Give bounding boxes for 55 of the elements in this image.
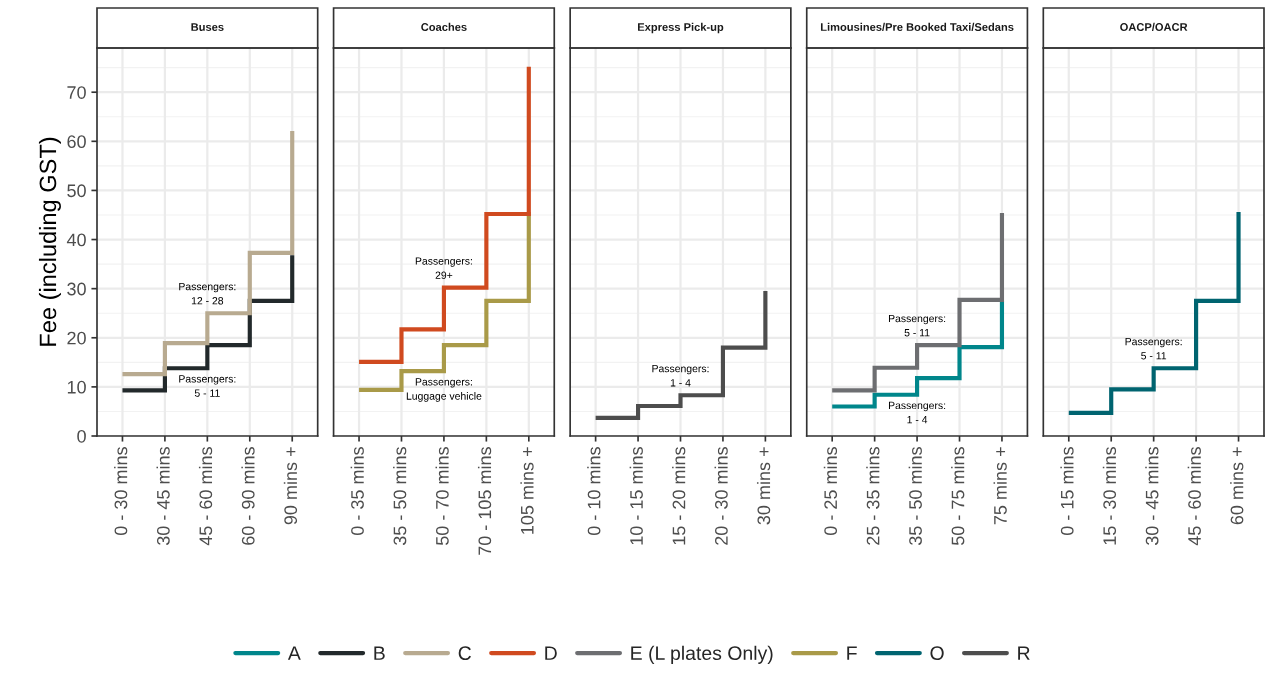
x-tick-label: 105 mins + bbox=[520, 447, 534, 534]
x-tick-label: 30 - 45 mins bbox=[1145, 447, 1159, 546]
legend-label: B bbox=[374, 646, 385, 660]
legend-label: D bbox=[545, 646, 557, 660]
annotation: Passengers: 5 - 11 bbox=[1125, 337, 1182, 360]
chart-title: OACP/OACR bbox=[1120, 22, 1188, 32]
annotation: Passengers: 29+ bbox=[415, 257, 472, 279]
x-tick-label: 70 - 105 mins bbox=[477, 447, 492, 555]
x-tick-label: 30 - 45 mins bbox=[156, 447, 170, 546]
y-tick-label: 10 bbox=[67, 380, 86, 394]
chart-title: Limousines/Pre Booked Taxi/Sedans bbox=[820, 22, 1014, 32]
x-tick-label: 0 - 35 mins bbox=[350, 447, 364, 536]
legend-label: E (L plates Only) bbox=[631, 645, 773, 664]
x-tick-label: 15 - 30 mins bbox=[1102, 447, 1117, 545]
y-tick-label: 0 bbox=[77, 429, 86, 443]
x-tick-label: 0 - 30 mins bbox=[114, 447, 128, 536]
legend-label: O bbox=[930, 646, 944, 661]
x-tick-label: 90 mins + bbox=[283, 447, 298, 525]
annotation: Passengers: 5 - 11 bbox=[179, 375, 236, 397]
x-tick-label: 50 - 75 mins bbox=[951, 447, 965, 546]
annotation: Passengers: 1 - 4 bbox=[652, 364, 709, 387]
x-tick-label: 50 - 70 mins bbox=[435, 447, 449, 546]
x-tick-label: 45 - 60 mins bbox=[198, 447, 213, 546]
x-tick-label: 25 - 35 mins bbox=[866, 447, 880, 545]
y-tick-label: 30 bbox=[67, 282, 86, 296]
x-tick-label: 0 - 25 mins bbox=[823, 447, 838, 536]
x-tick-label: 60 - 90 mins bbox=[241, 447, 255, 545]
x-tick-label: 35 - 50 mins bbox=[908, 447, 922, 546]
x-tick-label: 45 - 60 mins bbox=[1187, 447, 1201, 546]
x-tick-label: 0 - 15 mins bbox=[1060, 447, 1074, 536]
legend-label: F bbox=[847, 646, 857, 660]
y-tick-label: 40 bbox=[66, 233, 86, 247]
x-tick-label: 20 - 30 mins bbox=[714, 447, 728, 545]
x-tick-label: 10 - 15 mins bbox=[629, 447, 643, 545]
chart-title: Coaches bbox=[421, 22, 467, 31]
y-tick-label: 60 bbox=[67, 135, 86, 149]
x-tick-label: 35 - 50 mins bbox=[393, 447, 407, 546]
x-tick-label: 75 mins + bbox=[993, 447, 1007, 525]
x-tick-label: 30 mins + bbox=[756, 447, 771, 525]
x-tick-label: 15 - 20 mins bbox=[672, 447, 686, 545]
y-tick-label: 20 bbox=[67, 331, 86, 345]
annotation: Passengers: 5 - 11 bbox=[888, 314, 946, 337]
chart-title: Express Pick-up bbox=[638, 22, 724, 34]
annotation: Passengers: Luggage vehicle bbox=[406, 378, 482, 402]
annotation: Passengers: 1 - 4 bbox=[888, 401, 946, 424]
x-tick-label: 0 - 10 mins bbox=[587, 447, 601, 536]
legend-label: C bbox=[458, 646, 471, 661]
y-tick-label: 70 bbox=[67, 86, 86, 99]
chart-title: Buses bbox=[191, 23, 224, 31]
annotation: Passengers: 12 - 28 bbox=[179, 282, 236, 305]
legend-label: A bbox=[287, 646, 301, 660]
legend-label: R bbox=[1018, 646, 1030, 660]
x-tick-label: 60 mins + bbox=[1230, 447, 1244, 525]
y-axis-title: Fee (including GST) bbox=[38, 137, 61, 346]
y-tick-label: 50 bbox=[67, 184, 86, 198]
